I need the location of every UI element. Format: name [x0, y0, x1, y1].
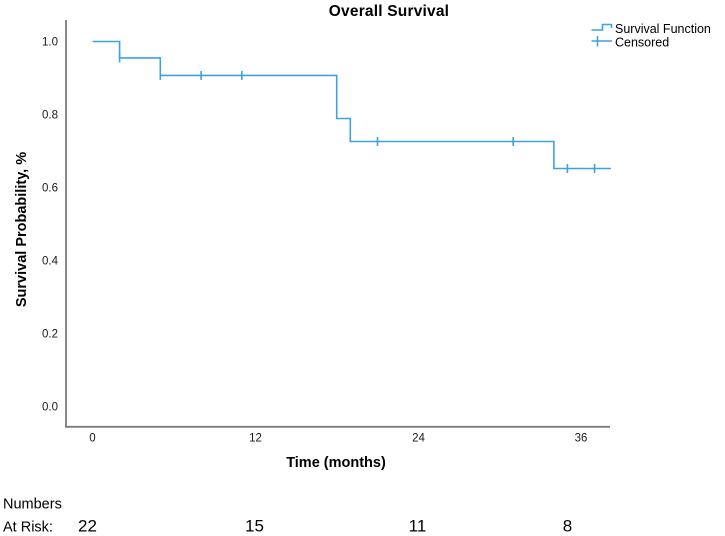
- legend: Survival Function Censored: [591, 22, 711, 50]
- x-tick-label: 24: [412, 433, 425, 445]
- at-risk-count: 15: [245, 517, 264, 536]
- y-tick-labels: 0.0 0.2 0.4 0.6 0.8 1.0: [42, 37, 59, 414]
- x-axis-label: Time (months): [286, 455, 386, 471]
- y-tick-label: 0.0: [42, 402, 58, 414]
- x-tick-label: 36: [575, 433, 588, 445]
- y-tick-label: 0.6: [42, 183, 58, 195]
- legend-item-censored: Censored: [615, 36, 669, 50]
- at-risk-label-line2: At Risk:: [3, 520, 53, 536]
- at-risk-count: 22: [78, 517, 97, 536]
- y-tick-label: 0.4: [42, 256, 59, 268]
- at-risk-label-line1: Numbers: [3, 497, 62, 513]
- y-axis-label: Survival Probability, %: [14, 152, 30, 307]
- censor-marks: [118, 53, 596, 173]
- step-line-icon: [591, 23, 613, 31]
- y-tick-label: 0.2: [42, 329, 58, 341]
- x-tick-label: 12: [249, 433, 262, 445]
- x-tick-labels: 0 12 24 36: [89, 433, 587, 445]
- x-tick-label: 0: [89, 433, 95, 445]
- at-risk-count: 8: [563, 517, 572, 536]
- y-tick-label: 1.0: [42, 37, 58, 49]
- legend-item-survival-function: Survival Function: [615, 22, 711, 36]
- survival-curve: [92, 40, 611, 170]
- chart-title: Overall Survival: [329, 3, 449, 20]
- at-risk-table: Numbers At Risk: 22 15 11 8: [3, 497, 572, 536]
- at-risk-count: 11: [409, 517, 427, 536]
- plus-icon: [591, 36, 612, 47]
- y-tick-label: 0.8: [42, 110, 58, 122]
